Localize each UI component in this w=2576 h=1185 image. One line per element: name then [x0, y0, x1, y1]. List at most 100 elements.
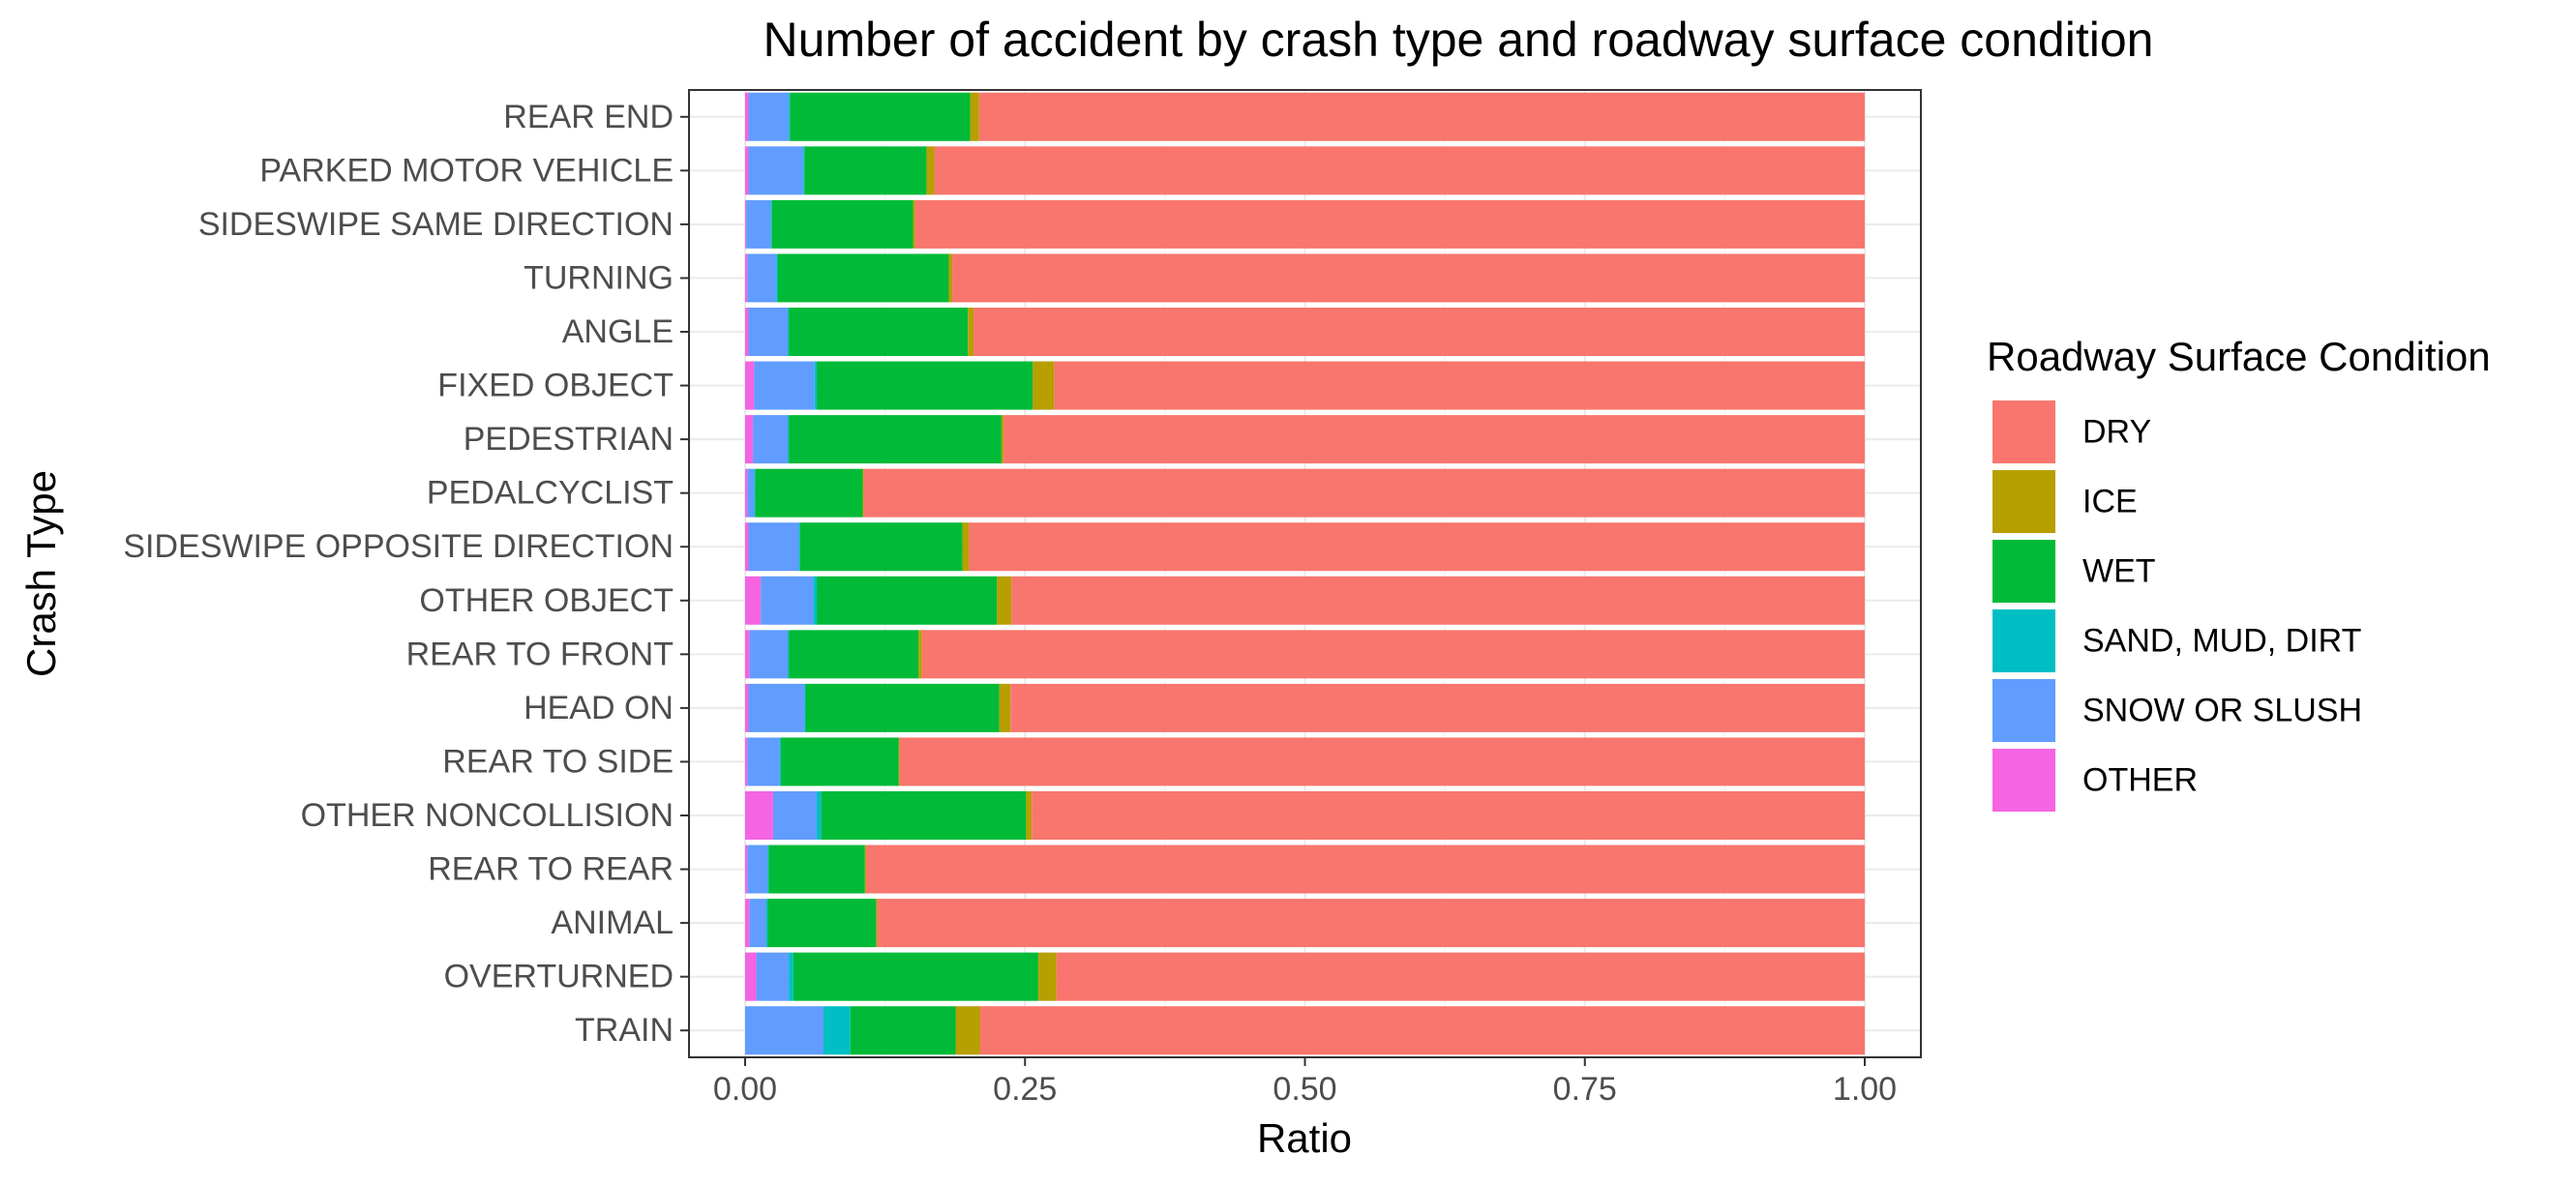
bar-sideswipe-opposite-direction-dry: [969, 522, 1865, 572]
bar-rear-to-rear-other: [745, 844, 748, 894]
bar-head-on-dry: [1010, 683, 1865, 732]
bar-pedalcyclist-dry: [863, 468, 1865, 518]
legend-swatch: [1992, 400, 2055, 463]
y-tick-label: REAR TO REAR: [428, 851, 674, 888]
bar-pedestrian-snow-or-slush: [753, 415, 788, 464]
legend-item-wet: WET: [1992, 540, 2156, 603]
bar-fixed-object-dry: [1054, 361, 1865, 410]
legend-item-other: OTHER: [1992, 749, 2198, 812]
bar-other-object-other: [745, 576, 762, 625]
legend-swatch: [1992, 749, 2055, 812]
bar-pedalcyclist-snow-or-slush: [747, 468, 755, 518]
bar-other-object-dry: [1011, 576, 1865, 625]
y-tick-label: OTHER NONCOLLISION: [301, 797, 674, 834]
bar-sideswipe-opposite-direction-wet: [799, 522, 963, 572]
bar-group-sideswipe-same-direction: [745, 199, 1865, 249]
bar-train-sand-mud-dirt: [823, 1006, 851, 1055]
bar-sideswipe-same-direction-snow-or-slush: [746, 199, 771, 249]
bar-group-fixed-object: [745, 361, 1865, 410]
bar-pedalcyclist-ice: [862, 468, 864, 518]
bar-pedestrian-other: [745, 415, 754, 464]
bar-fixed-object-snow-or-slush: [754, 361, 815, 410]
bar-group-rear-to-side: [745, 737, 1865, 786]
bar-rear-end-sand-mud-dirt: [789, 92, 791, 141]
bar-other-object-ice: [997, 576, 1012, 625]
bar-train-snow-or-slush: [745, 1006, 824, 1055]
bar-animal-wet: [767, 899, 877, 948]
x-tick-label: 0.00: [713, 1071, 777, 1108]
bar-rear-to-rear-ice: [864, 844, 866, 894]
bar-pedalcyclist-wet: [755, 468, 863, 518]
bar-group-train: [745, 1006, 1865, 1055]
bar-pedestrian-wet: [789, 415, 1002, 464]
bar-group-other-noncollision: [745, 791, 1865, 840]
bar-turning-ice: [948, 253, 953, 303]
bar-pedestrian-dry: [1003, 415, 1865, 464]
x-tick-label: 0.50: [1273, 1071, 1336, 1108]
x-tick-label: 0.75: [1553, 1071, 1617, 1108]
legend-items: DRY ICE WET SAND, MUD, DIRT SNOW OR SLUSH OTH…: [1992, 400, 2362, 812]
legend: Roadway Surface Condition DRY ICE WET SAND,…: [1987, 334, 2491, 812]
y-tick-label: REAR END: [503, 99, 674, 135]
bar-head-on-snow-or-slush: [748, 683, 805, 732]
bar-rear-to-side-other: [745, 737, 748, 786]
bar-angle-sand-mud-dirt: [787, 308, 790, 356]
bar-turning-dry: [952, 253, 1865, 303]
bar-rear-to-front-other: [745, 630, 750, 679]
bar-rear-to-front-sand-mud-dirt: [787, 630, 790, 679]
legend-swatch: [1992, 679, 2055, 742]
x-tick-label: 0.25: [993, 1071, 1057, 1108]
bar-parked-motor-vehicle-wet: [804, 146, 927, 195]
legend-swatch: [1992, 540, 2055, 603]
bar-parked-motor-vehicle-other: [745, 146, 749, 195]
bar-parked-motor-vehicle-dry: [934, 146, 1865, 195]
bar-animal-sand-mud-dirt: [765, 899, 768, 948]
bar-other-noncollision-dry: [1032, 791, 1865, 840]
bar-rear-to-front-dry: [921, 630, 1865, 679]
legend-swatch: [1992, 609, 2055, 672]
legend-item-ice: ICE: [1992, 470, 2138, 533]
y-tick-label: FIXED OBJECT: [437, 368, 674, 404]
bar-other-noncollision-wet: [821, 791, 1027, 840]
y-tick-label: TRAIN: [575, 1012, 674, 1049]
bar-group-head-on: [745, 683, 1865, 732]
bar-angle-dry: [973, 308, 1865, 356]
bar-group-rear-to-rear: [745, 844, 1865, 894]
bar-turning-other: [745, 253, 748, 303]
bar-sideswipe-opposite-direction-snow-or-slush: [748, 522, 799, 572]
bar-overturned-sand-mud-dirt: [789, 952, 794, 1001]
y-tick-label: OVERTURNED: [444, 959, 674, 995]
bar-group-rear-end: [745, 92, 1865, 141]
bar-sideswipe-opposite-direction-sand-mud-dirt: [798, 522, 800, 572]
bar-group-rear-to-front: [745, 630, 1865, 679]
y-axis: REAR END PARKED MOTOR VEHICLE SIDESWIPE SA…: [123, 99, 689, 1049]
bar-rear-to-front-wet: [789, 630, 919, 679]
bar-pedestrian-ice: [1001, 415, 1004, 464]
bar-rear-end-snow-or-slush: [748, 92, 790, 141]
y-axis-label: Crash Type: [18, 470, 64, 677]
bar-rear-to-side-snow-or-slush: [747, 737, 780, 786]
bar-other-object-wet: [817, 576, 998, 625]
bar-sideswipe-same-direction-dry: [914, 199, 1865, 249]
bar-group-turning: [745, 253, 1865, 303]
bar-rear-to-side-dry: [899, 737, 1865, 786]
bar-turning-snow-or-slush: [747, 253, 777, 303]
bar-sideswipe-opposite-direction-other: [745, 522, 749, 572]
legend-label: DRY: [2082, 414, 2151, 451]
bar-group-pedalcyclist: [745, 468, 1865, 518]
bar-rear-to-front-snow-or-slush: [749, 630, 788, 679]
y-tick-label: PEDALCYCLIST: [427, 475, 674, 512]
bar-sideswipe-same-direction-sand-mud-dirt: [770, 199, 772, 249]
bar-pedalcyclist-other: [745, 468, 748, 518]
bar-overturned-snow-or-slush: [756, 952, 790, 1001]
bar-rear-to-front-ice: [918, 630, 922, 679]
bar-sideswipe-same-direction-wet: [771, 199, 914, 249]
bar-rear-end-ice: [970, 92, 979, 141]
bar-rear-to-rear-snow-or-slush: [747, 844, 768, 894]
bar-train-dry: [979, 1006, 1865, 1055]
bar-rear-to-rear-wet: [768, 844, 865, 894]
bar-other-noncollision-snow-or-slush: [772, 791, 818, 840]
legend-label: ICE: [2082, 484, 2138, 520]
chart-title: Number of accident by crash type and roa…: [764, 13, 2154, 67]
legend-item-dry: DRY: [1992, 400, 2151, 463]
